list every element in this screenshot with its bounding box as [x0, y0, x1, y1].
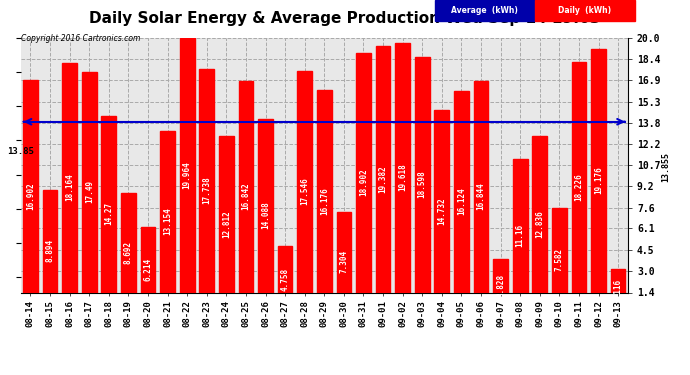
Bar — [180, 38, 195, 312]
Text: 19.176: 19.176 — [594, 166, 603, 194]
Text: 8.692: 8.692 — [124, 240, 133, 264]
Text: 19.964: 19.964 — [183, 161, 192, 189]
Text: 18.164: 18.164 — [65, 173, 74, 201]
Bar — [239, 81, 253, 312]
Bar — [23, 80, 38, 312]
Text: 3.828: 3.828 — [496, 274, 505, 297]
Bar — [454, 91, 469, 312]
Text: 18.226: 18.226 — [575, 173, 584, 201]
Text: 17.49: 17.49 — [85, 180, 94, 203]
Text: 17.738: 17.738 — [202, 176, 211, 204]
Bar — [160, 131, 175, 312]
Bar — [199, 69, 214, 312]
Bar — [121, 192, 136, 312]
Text: 16.176: 16.176 — [319, 187, 329, 214]
Text: 8.894: 8.894 — [46, 239, 55, 262]
Bar — [533, 136, 547, 312]
Bar — [611, 269, 625, 312]
Text: 13.855: 13.855 — [661, 152, 671, 182]
Bar — [43, 190, 57, 312]
Bar — [552, 208, 566, 312]
Bar — [317, 90, 332, 312]
Text: 17.546: 17.546 — [300, 177, 309, 205]
Text: 14.27: 14.27 — [104, 202, 113, 225]
Bar — [337, 211, 351, 312]
Bar — [395, 43, 410, 312]
Bar — [376, 46, 391, 312]
Bar — [493, 259, 508, 312]
Bar — [473, 81, 489, 312]
Bar — [513, 159, 528, 312]
Bar — [101, 116, 116, 312]
Bar — [356, 53, 371, 312]
Text: 13.154: 13.154 — [163, 208, 172, 236]
Text: 14.088: 14.088 — [261, 201, 270, 229]
Bar — [297, 71, 312, 312]
Text: 16.902: 16.902 — [26, 182, 35, 210]
Text: 18.902: 18.902 — [359, 168, 368, 196]
Text: 11.16: 11.16 — [515, 224, 524, 247]
Bar — [141, 226, 155, 312]
Text: 7.582: 7.582 — [555, 248, 564, 271]
Bar — [571, 62, 586, 312]
Bar — [62, 63, 77, 312]
Text: 6.214: 6.214 — [144, 258, 152, 280]
Text: 12.812: 12.812 — [222, 210, 231, 238]
Text: 4.758: 4.758 — [281, 267, 290, 291]
Bar — [219, 136, 234, 312]
Text: 19.618: 19.618 — [398, 164, 407, 191]
Bar — [82, 72, 97, 312]
Text: Daily  (kWh): Daily (kWh) — [558, 6, 611, 15]
Text: 16.842: 16.842 — [241, 182, 250, 210]
Bar — [278, 246, 293, 312]
Text: 18.598: 18.598 — [417, 170, 426, 198]
Text: 13.85: 13.85 — [7, 147, 34, 156]
Text: Copyright 2016 Cartronics.com: Copyright 2016 Cartronics.com — [21, 34, 140, 43]
Bar — [591, 49, 606, 312]
Bar — [258, 118, 273, 312]
Text: 19.382: 19.382 — [379, 165, 388, 193]
Bar — [435, 110, 449, 312]
Text: 14.732: 14.732 — [437, 197, 446, 225]
Text: 12.836: 12.836 — [535, 210, 544, 238]
Bar — [415, 57, 430, 312]
Text: Daily Solar Energy & Average Production Wed Sep 14 19:03: Daily Solar Energy & Average Production … — [89, 11, 601, 26]
Text: 7.304: 7.304 — [339, 250, 348, 273]
Text: 3.116: 3.116 — [613, 279, 622, 302]
Text: 16.124: 16.124 — [457, 187, 466, 215]
Text: Average  (kWh): Average (kWh) — [451, 6, 518, 15]
Text: 16.844: 16.844 — [477, 182, 486, 210]
